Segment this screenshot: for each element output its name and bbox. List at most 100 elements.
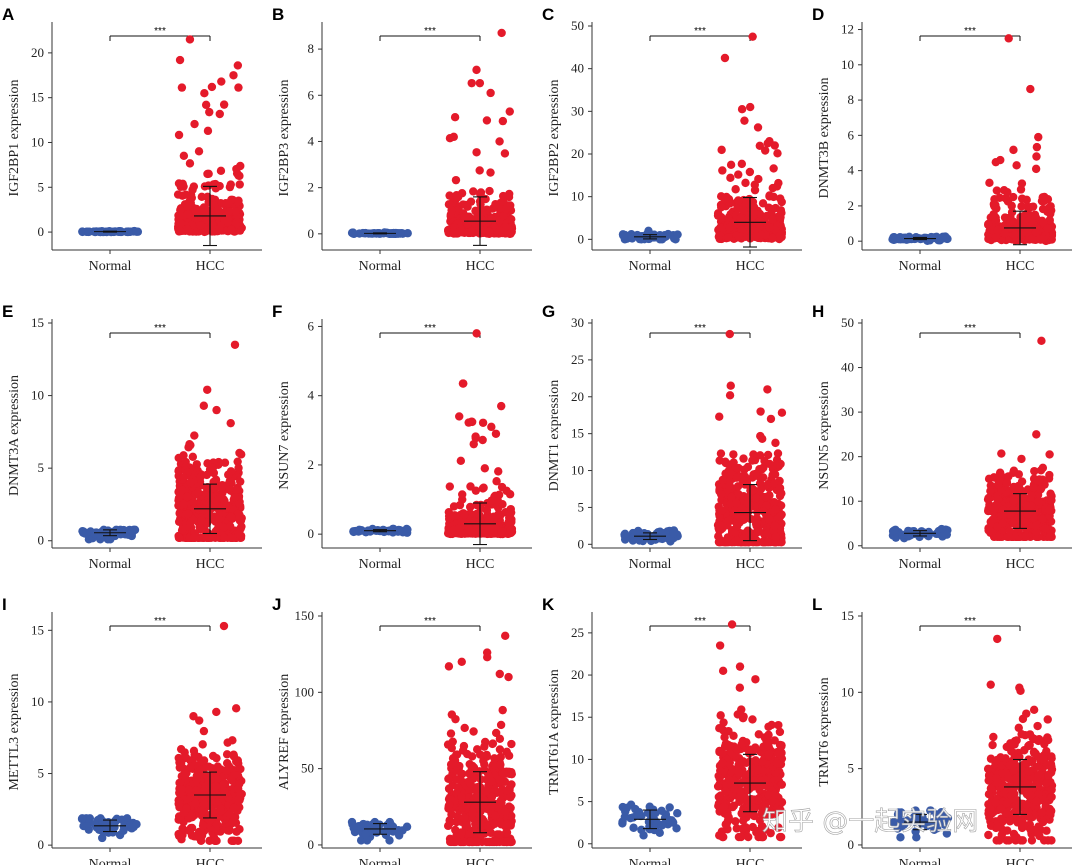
data-point-hcc bbox=[196, 473, 205, 482]
x-category-label: HCC bbox=[196, 259, 225, 274]
data-point-hcc bbox=[185, 35, 195, 44]
data-point-hcc bbox=[729, 450, 738, 459]
data-point-hcc bbox=[207, 82, 217, 92]
x-category-label: Normal bbox=[629, 857, 672, 865]
data-point-hcc bbox=[1044, 204, 1053, 213]
data-point-hcc bbox=[183, 509, 193, 519]
x-category-label: HCC bbox=[466, 857, 495, 865]
data-point-normal bbox=[385, 836, 394, 845]
data-point-hcc bbox=[1016, 230, 1026, 239]
y-tick-label: 6 bbox=[848, 127, 855, 142]
data-point-hcc bbox=[1017, 212, 1026, 221]
data-point-hcc bbox=[744, 537, 754, 547]
data-point-hcc bbox=[469, 439, 478, 449]
data-point-hcc bbox=[472, 500, 481, 510]
data-point-hcc bbox=[467, 417, 477, 427]
y-tick-label: 15 bbox=[571, 709, 584, 724]
data-point-hcc bbox=[748, 715, 757, 724]
data-point-hcc bbox=[491, 429, 501, 438]
data-point-hcc bbox=[1000, 229, 1009, 238]
panel-letter: H bbox=[812, 302, 824, 321]
data-point-hcc bbox=[205, 107, 214, 117]
data-point-hcc bbox=[1037, 336, 1046, 346]
data-point-normal bbox=[673, 809, 682, 818]
data-point-hcc bbox=[230, 340, 240, 349]
y-tick-label: 0 bbox=[578, 536, 585, 551]
data-point-hcc bbox=[460, 212, 470, 221]
data-point-hcc bbox=[771, 438, 780, 448]
data-point-hcc bbox=[174, 130, 184, 140]
data-point-hcc bbox=[724, 516, 733, 526]
y-tick-label: 30 bbox=[841, 404, 854, 419]
data-point-hcc bbox=[464, 777, 474, 786]
significance-label: *** bbox=[694, 26, 706, 37]
y-tick-label: 10 bbox=[31, 388, 44, 403]
y-tick-label: 2 bbox=[848, 198, 855, 213]
data-point-hcc bbox=[457, 657, 466, 666]
data-point-hcc bbox=[714, 532, 723, 541]
y-tick-label: 10 bbox=[31, 694, 44, 709]
data-point-hcc bbox=[484, 515, 494, 525]
data-point-hcc bbox=[235, 180, 244, 189]
data-point-hcc bbox=[986, 486, 995, 496]
data-point-hcc bbox=[730, 537, 739, 547]
data-point-hcc bbox=[719, 802, 729, 811]
data-point-hcc bbox=[729, 458, 738, 467]
data-point-hcc bbox=[212, 405, 221, 415]
data-point-hcc bbox=[480, 464, 490, 473]
data-point-hcc bbox=[775, 727, 785, 737]
data-point-hcc bbox=[1033, 476, 1042, 485]
data-point-hcc bbox=[485, 227, 494, 237]
data-point-hcc bbox=[183, 210, 193, 219]
significance-label: *** bbox=[694, 616, 706, 627]
significance-label: *** bbox=[424, 616, 436, 627]
data-point-hcc bbox=[486, 524, 496, 534]
data-point-hcc bbox=[770, 521, 779, 531]
data-point-hcc bbox=[753, 123, 763, 132]
y-tick-label: 2 bbox=[308, 180, 315, 195]
data-point-normal bbox=[633, 231, 642, 240]
data-point-hcc bbox=[197, 516, 206, 525]
data-point-normal bbox=[128, 526, 137, 535]
data-point-normal bbox=[938, 532, 947, 541]
data-point-hcc bbox=[223, 501, 232, 510]
data-point-hcc bbox=[764, 515, 774, 524]
data-point-hcc bbox=[1002, 478, 1012, 488]
data-point-hcc bbox=[990, 202, 999, 211]
data-point-hcc bbox=[229, 803, 239, 813]
data-point-hcc bbox=[464, 769, 474, 778]
data-point-normal bbox=[132, 820, 141, 829]
data-point-hcc bbox=[998, 519, 1007, 528]
data-point-hcc bbox=[483, 653, 492, 662]
data-point-normal bbox=[890, 526, 899, 535]
data-point-hcc bbox=[776, 212, 785, 222]
data-point-hcc bbox=[232, 485, 241, 494]
data-point-hcc bbox=[474, 509, 483, 518]
x-category-label: Normal bbox=[629, 557, 672, 572]
data-point-hcc bbox=[179, 499, 188, 509]
y-tick-label: 0 bbox=[848, 233, 855, 248]
y-tick-label: 4 bbox=[308, 388, 315, 403]
data-point-hcc bbox=[1043, 224, 1052, 233]
data-point-hcc bbox=[449, 132, 458, 142]
data-point-hcc bbox=[506, 508, 516, 517]
data-point-normal bbox=[387, 822, 397, 832]
y-tick-label: 10 bbox=[841, 57, 854, 72]
data-point-hcc bbox=[1041, 524, 1050, 533]
data-point-hcc bbox=[177, 180, 186, 189]
data-point-hcc bbox=[215, 109, 224, 119]
data-point-hcc bbox=[474, 221, 484, 230]
data-point-hcc bbox=[497, 798, 506, 807]
data-point-hcc bbox=[177, 485, 187, 495]
data-point-normal bbox=[395, 525, 404, 535]
data-point-hcc bbox=[1003, 187, 1012, 197]
data-point-hcc bbox=[494, 467, 503, 476]
data-point-hcc bbox=[190, 119, 199, 129]
data-point-hcc bbox=[458, 200, 468, 209]
data-point-hcc bbox=[233, 61, 243, 70]
data-point-hcc bbox=[775, 512, 785, 521]
y-axis-title: DNMT3B expression bbox=[817, 78, 832, 199]
y-tick-label: 10 bbox=[571, 463, 584, 478]
